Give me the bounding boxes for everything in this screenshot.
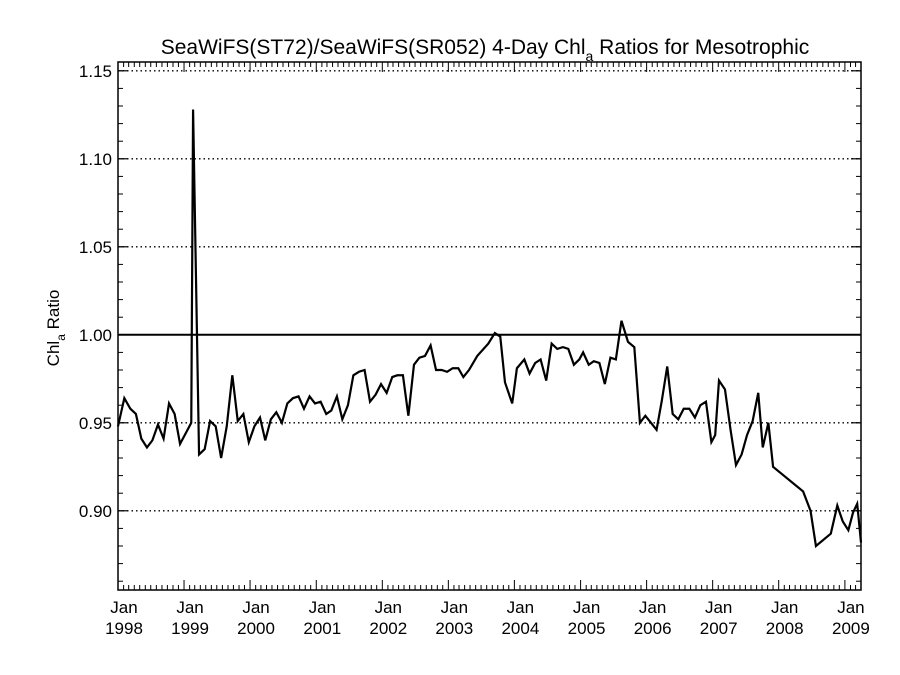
x-tick-label-year: 2003 [435,619,473,638]
y-tick-label: 1.05 [79,238,112,257]
x-tick-label-month: Jan [771,598,798,617]
x-tick-label-month: Jan [242,598,269,617]
y-axis-label-subscript: a [54,334,68,341]
series-layer [116,109,863,549]
x-tick-label-year: 2007 [700,619,738,638]
y-axis-label-suffix: Ratio [44,290,63,334]
axis-ticks [117,62,861,590]
y-tick-labels: 0.90 0.95 1.00 1.05 1.10 1.15 [79,62,112,521]
chart-title-prefix: SeaWiFS(ST72)/SeaWiFS(SR052) 4-Day Chl [161,36,586,59]
y-tick-label: 1.00 [79,326,112,345]
x-tick-label-year: 2001 [303,619,341,638]
x-tick-label-month: Jan [309,598,336,617]
x-tick-labels: Jan 1998 Jan 1999 Jan 2000 Jan 2001 Jan 2002 Jan 20… [105,598,870,638]
y-tick-label: 1.10 [79,150,112,169]
grid-lines [118,70,861,512]
x-tick-label-year: 1998 [105,619,143,638]
y-tick-label: 1.15 [79,62,112,81]
x-tick-label-month: Jan [705,598,732,617]
chart-title-subscript: a [586,48,594,64]
x-tick-label-month: Jan [573,598,600,617]
x-tick-label-year: 2002 [369,619,407,638]
x-tick-label-year: 2000 [237,619,275,638]
x-tick-label-year: 2006 [634,619,672,638]
x-tick-label-month: Jan [837,598,864,617]
plot-frame [117,61,862,591]
y-tick-label: 0.95 [79,414,112,433]
x-tick-label-month: Jan [176,598,203,617]
chart-title-suffix: Ratios for Mesotrophic [593,36,809,59]
x-tick-label-year: 2005 [568,619,606,638]
x-tick-label-month: Jan [441,598,468,617]
x-tick-label-month: Jan [110,598,137,617]
x-tick-label-year: 2004 [501,619,539,638]
y-axis-label-prefix: Chl [44,341,63,367]
chart-title: SeaWiFS(ST72)/SeaWiFS(SR052) 4-Day Chla … [161,36,810,64]
x-tick-label-month: Jan [639,598,666,617]
y-axis-label: Chla Ratio [44,290,68,367]
x-tick-label-month: Jan [507,598,534,617]
x-tick-label-year: 2008 [766,619,804,638]
x-tick-label-year: 2009 [832,619,870,638]
x-tick-label-year: 1999 [171,619,209,638]
y-tick-label: 0.90 [79,502,112,521]
x-tick-label-month: Jan [375,598,402,617]
series-line [116,109,863,549]
